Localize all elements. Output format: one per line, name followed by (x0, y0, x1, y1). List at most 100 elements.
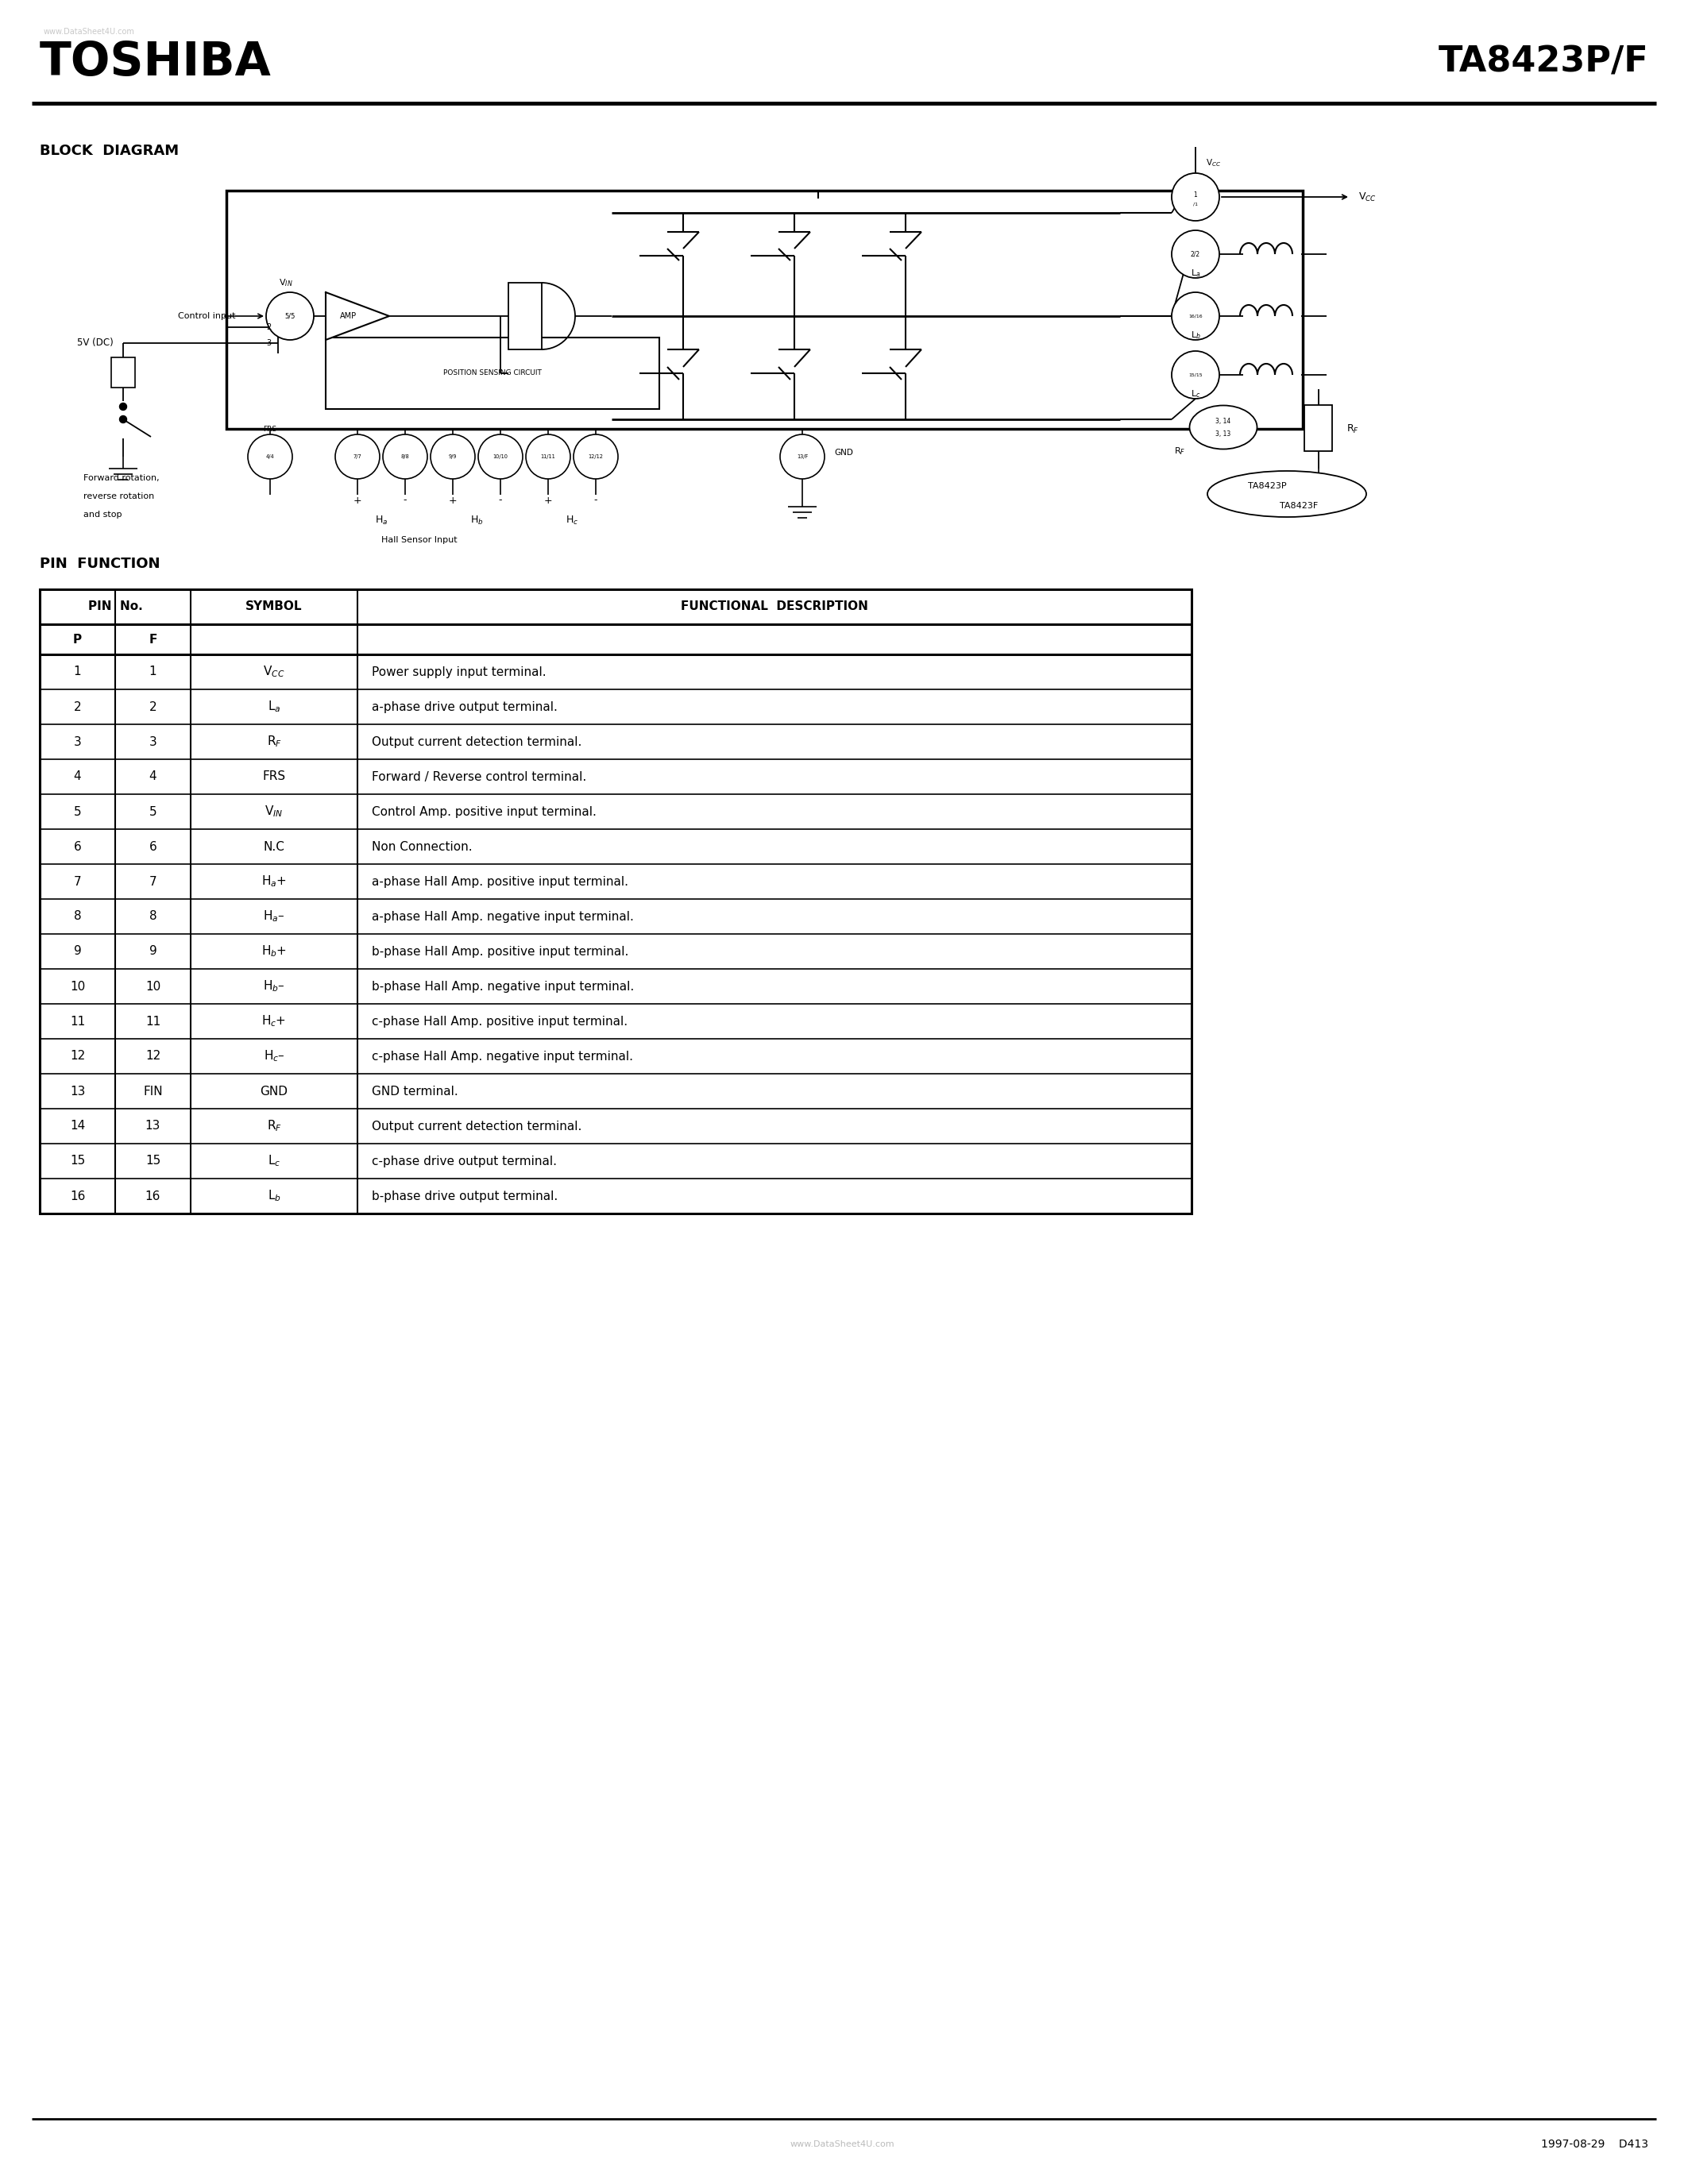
Text: 15/15: 15/15 (1188, 373, 1202, 378)
Text: 3, 13: 3, 13 (1215, 430, 1231, 437)
Text: 15: 15 (69, 1155, 84, 1166)
Text: TA8423P/F: TA8423P/F (1438, 46, 1647, 79)
Text: -: - (594, 496, 598, 505)
Text: -: - (403, 496, 407, 505)
Text: 2/2: 2/2 (1190, 251, 1200, 258)
Text: L$_b$: L$_b$ (267, 1188, 280, 1203)
Text: P: P (73, 633, 81, 644)
Ellipse shape (1190, 406, 1258, 450)
Text: GND terminal.: GND terminal. (371, 1085, 457, 1096)
Text: V$_{CC}$: V$_{CC}$ (263, 664, 285, 679)
Text: L$_c$: L$_c$ (268, 1153, 280, 1168)
Text: c-phase Hall Amp. positive input terminal.: c-phase Hall Amp. positive input termina… (371, 1016, 628, 1026)
Text: 1: 1 (149, 666, 157, 677)
Text: Power supply input terminal.: Power supply input terminal. (371, 666, 547, 677)
Text: 10: 10 (69, 981, 84, 992)
Circle shape (383, 435, 427, 478)
Text: 3: 3 (267, 339, 270, 347)
Text: 11/11: 11/11 (540, 454, 555, 459)
Text: FRS: FRS (263, 426, 277, 432)
Text: Control input: Control input (177, 312, 235, 321)
Text: 2: 2 (149, 701, 157, 712)
Text: 9/9: 9/9 (449, 454, 457, 459)
Text: Non Connection.: Non Connection. (371, 841, 473, 852)
Bar (1305, 404, 1332, 452)
Text: 16: 16 (145, 1190, 160, 1201)
Text: 5: 5 (74, 806, 81, 817)
Text: 3: 3 (74, 736, 81, 747)
Text: +: + (544, 496, 552, 505)
Text: 16/16: 16/16 (1188, 314, 1202, 319)
Text: 2: 2 (74, 701, 81, 712)
Text: 7: 7 (149, 876, 157, 887)
Text: POSITION SENSING CIRCUIT: POSITION SENSING CIRCUIT (444, 369, 542, 378)
Text: SYMBOL: SYMBOL (246, 601, 302, 614)
Text: 3: 3 (149, 736, 157, 747)
Polygon shape (326, 293, 390, 341)
Text: a-phase Hall Amp. negative input terminal.: a-phase Hall Amp. negative input termina… (371, 911, 633, 922)
Text: H$_b$: H$_b$ (469, 513, 483, 526)
Text: 4: 4 (149, 771, 157, 782)
Text: www.DataSheet4U.com: www.DataSheet4U.com (790, 2140, 895, 2149)
Text: N.C: N.C (263, 841, 285, 852)
Text: Hall Sensor Input: Hall Sensor Input (381, 535, 457, 544)
Circle shape (780, 435, 824, 478)
Text: F: F (149, 633, 157, 644)
Ellipse shape (1207, 472, 1366, 518)
Text: FUNCTIONAL  DESCRIPTION: FUNCTIONAL DESCRIPTION (680, 601, 868, 614)
Text: Forward rotation,: Forward rotation, (83, 474, 159, 483)
Text: 12: 12 (145, 1051, 160, 1061)
Bar (326, 339, 660, 408)
Text: TA8423F: TA8423F (1280, 502, 1318, 509)
Text: 4: 4 (74, 771, 81, 782)
Circle shape (1171, 229, 1219, 277)
Text: H$_c$–: H$_c$– (263, 1048, 285, 1064)
Text: +: + (353, 496, 361, 505)
Text: 10: 10 (145, 981, 160, 992)
Text: PIN  No.: PIN No. (88, 601, 142, 614)
Text: L$_a$: L$_a$ (1190, 269, 1200, 280)
Circle shape (267, 293, 314, 341)
Text: c-phase Hall Amp. negative input terminal.: c-phase Hall Amp. negative input termina… (371, 1051, 633, 1061)
Text: 15: 15 (145, 1155, 160, 1166)
Text: -: - (498, 496, 503, 505)
Text: 8: 8 (149, 911, 157, 922)
Text: R$_F$: R$_F$ (267, 734, 282, 749)
Text: reverse rotation: reverse rotation (83, 491, 154, 500)
Circle shape (336, 435, 380, 478)
Text: H$_c$+: H$_c$+ (262, 1013, 287, 1029)
Text: V$_{IN}$: V$_{IN}$ (265, 804, 284, 819)
Text: 10/10: 10/10 (493, 454, 508, 459)
Text: b-phase Hall Amp. negative input terminal.: b-phase Hall Amp. negative input termina… (371, 981, 635, 992)
Text: Output current detection terminal.: Output current detection terminal. (371, 736, 582, 747)
Bar (111, 358, 135, 387)
Text: H$_c$: H$_c$ (565, 513, 579, 526)
Text: R$_F$: R$_F$ (267, 1118, 282, 1133)
Circle shape (248, 435, 292, 478)
Text: L$_c$: L$_c$ (1190, 389, 1200, 400)
Bar (41, 590, 1192, 1214)
Text: 5/5: 5/5 (285, 312, 295, 319)
Text: V$_{CC}$: V$_{CC}$ (1359, 190, 1376, 203)
Text: 9: 9 (149, 946, 157, 957)
Text: PIN  FUNCTION: PIN FUNCTION (41, 557, 160, 570)
Text: 2: 2 (267, 323, 272, 332)
Circle shape (120, 415, 127, 424)
Text: H$_b$+: H$_b$+ (262, 943, 287, 959)
Text: BLOCK  DIAGRAM: BLOCK DIAGRAM (41, 144, 179, 157)
Text: 14: 14 (69, 1120, 84, 1131)
Text: V$_{CC}$: V$_{CC}$ (1205, 157, 1220, 168)
Text: 7/7: 7/7 (353, 454, 361, 459)
Text: c-phase drive output terminal.: c-phase drive output terminal. (371, 1155, 557, 1166)
Text: H$_a$–: H$_a$– (263, 909, 285, 924)
Text: Output current detection terminal.: Output current detection terminal. (371, 1120, 582, 1131)
Text: 4/4: 4/4 (265, 454, 275, 459)
Circle shape (430, 435, 474, 478)
Text: H$_a$+: H$_a$+ (262, 874, 287, 889)
Text: GND: GND (260, 1085, 289, 1096)
Text: AMP: AMP (339, 312, 356, 321)
Text: 8: 8 (74, 911, 81, 922)
Circle shape (120, 404, 127, 411)
Text: /1: /1 (1193, 203, 1198, 205)
Text: 9: 9 (74, 946, 81, 957)
